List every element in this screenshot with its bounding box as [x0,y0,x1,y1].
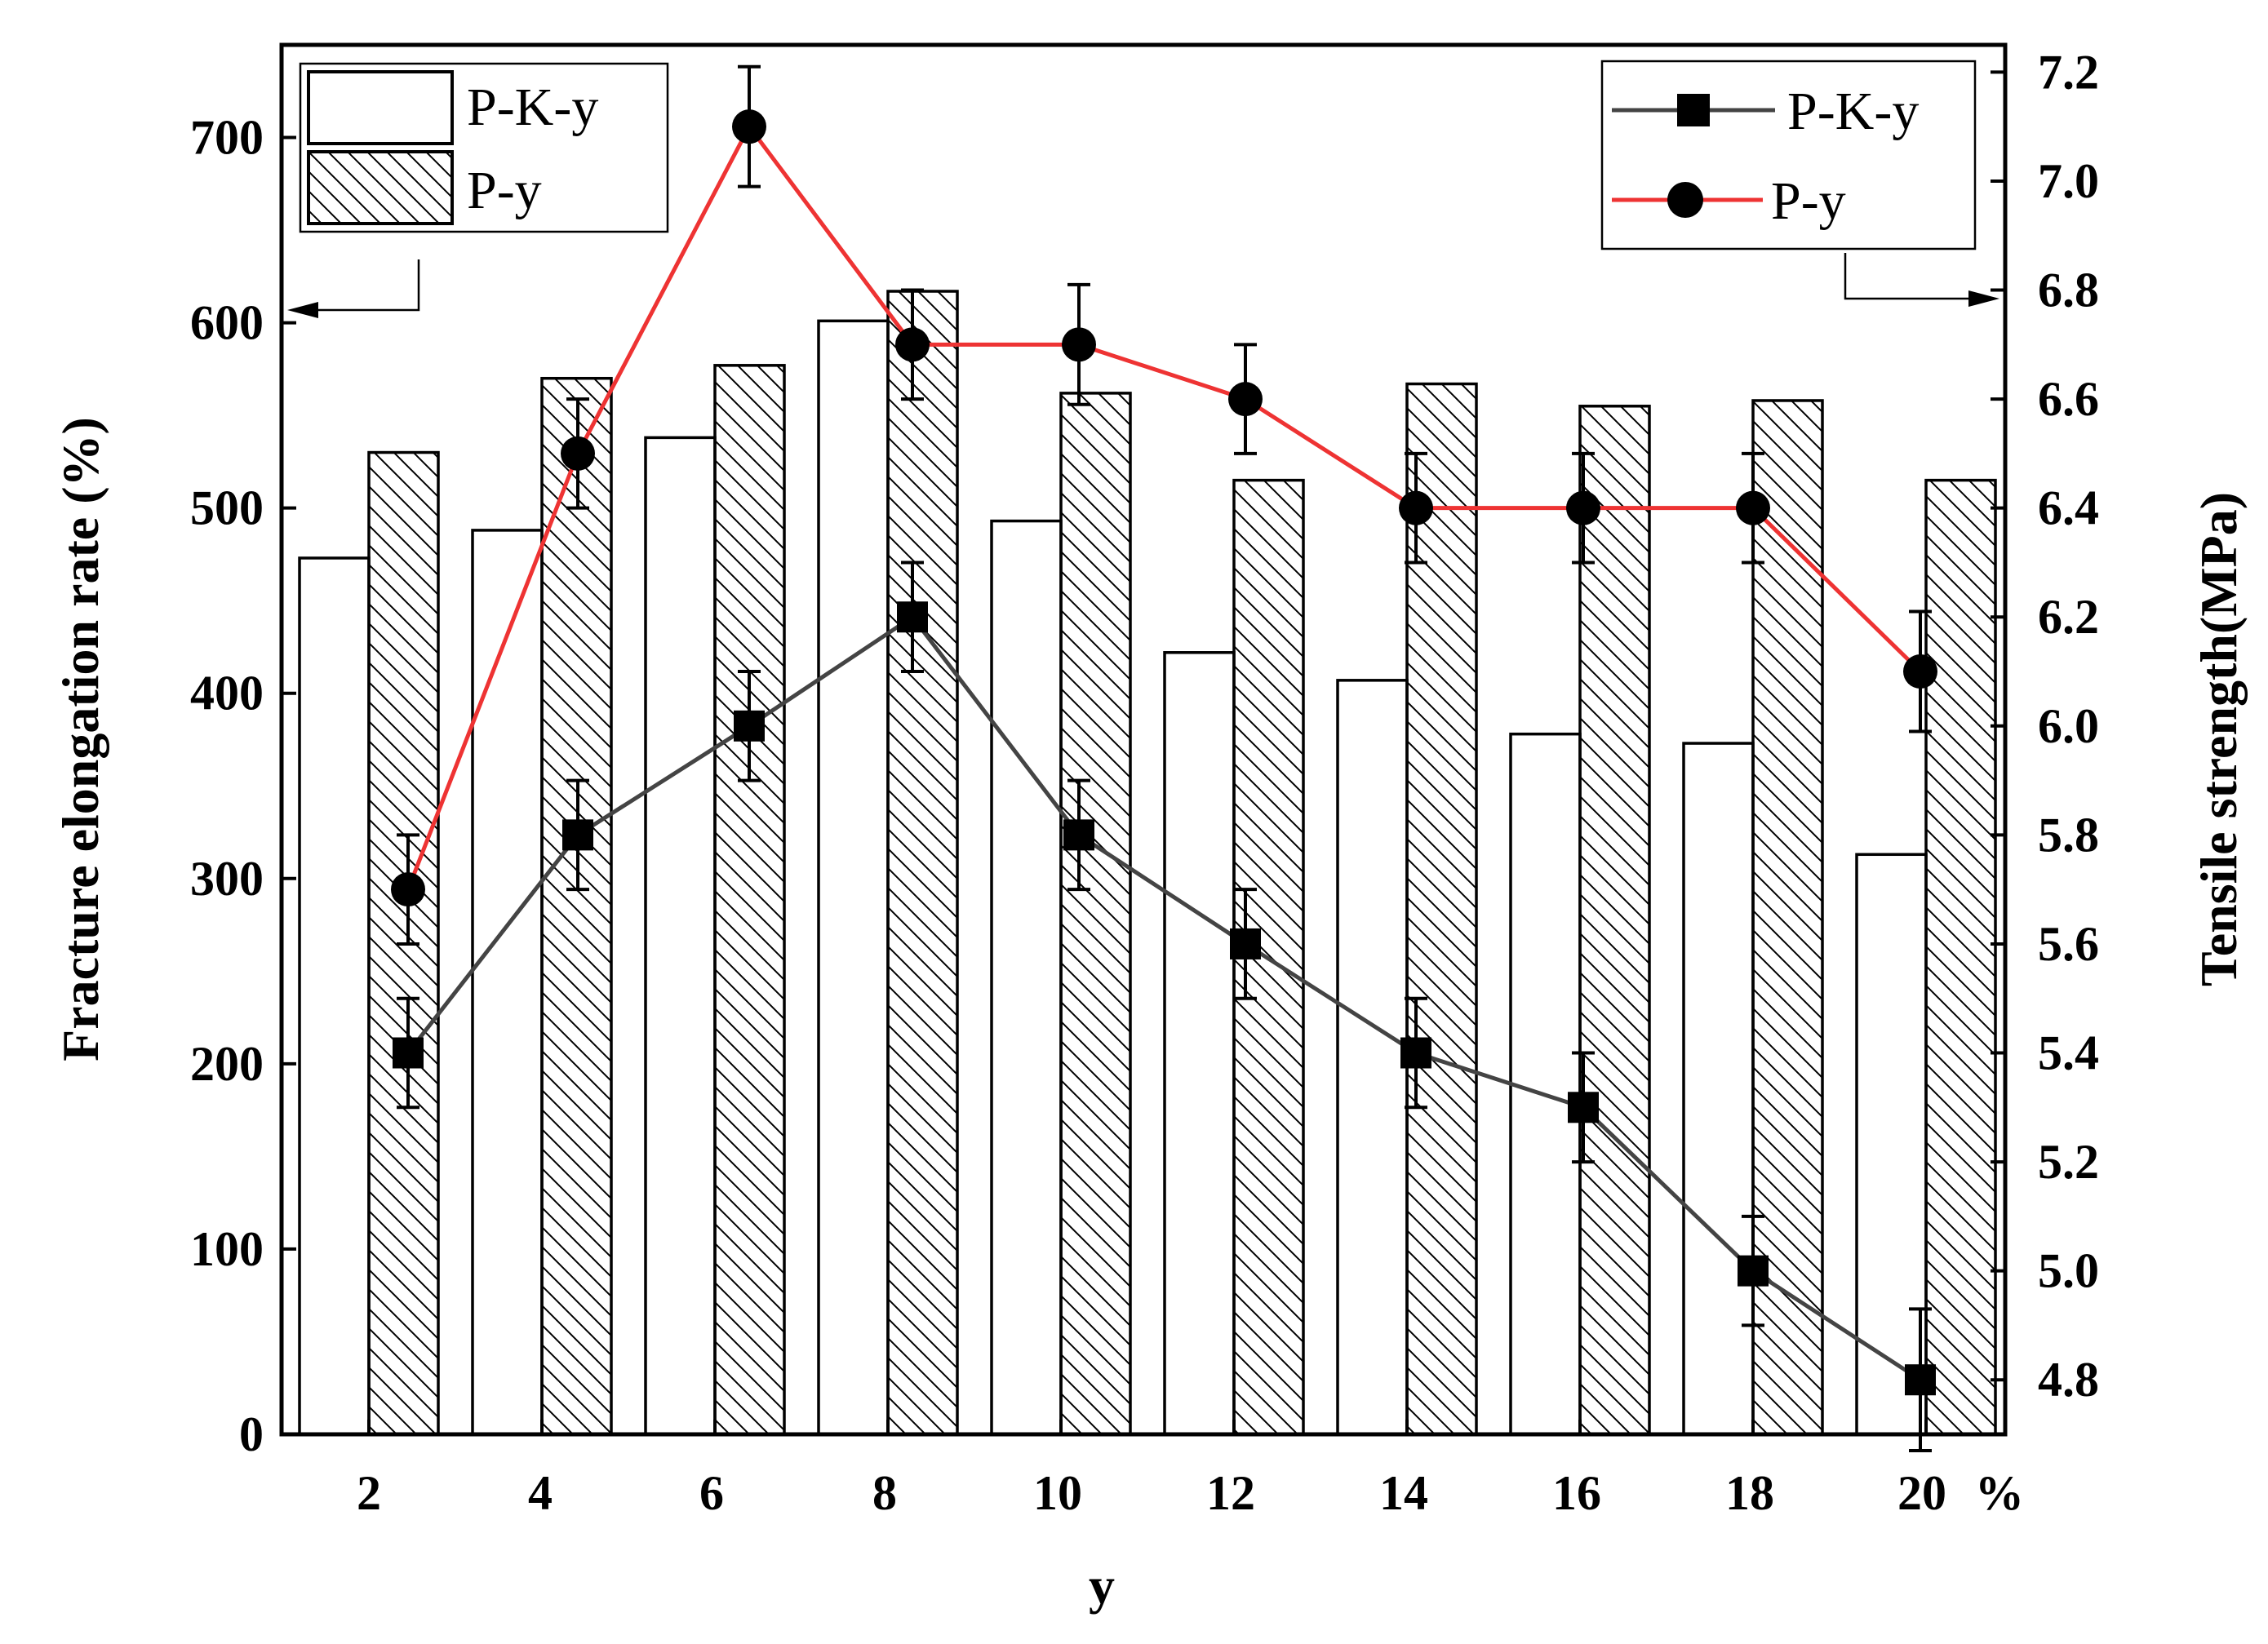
bar-py-6 [713,364,786,1436]
right-tick-label-5.8: 5.8 [2038,808,2099,862]
right-tick-label-5.2: 5.2 [2038,1135,2099,1189]
point-pky-20 [1905,1364,1936,1396]
bar-legend-swatch-open [307,70,454,145]
right-axis-arrow [1844,253,1999,307]
point-pky-10 [1063,819,1094,851]
bar-py-16 [1578,405,1651,1436]
line-pky [406,614,1922,1382]
left-tick-label-200: 200 [190,1037,264,1091]
point-py-18 [1736,490,1770,525]
right-tick-label-5.0: 5.0 [2038,1244,2099,1298]
left-tick-label-600: 600 [190,296,264,350]
right-tick-label-4.8: 4.8 [2038,1353,2099,1407]
bar-py-10 [1059,392,1132,1436]
point-pky-4 [562,819,593,851]
x-tick-label-2: 2 [357,1466,381,1520]
left-axis-title: Fracture elongation rate (%) [51,417,109,1061]
right-axis-ticks: 4.8 5.0 5.2 5.4 5.6 5.8 6.0 6.2 6.4 6.6 6.8 7.0 7.2 [1991,45,2099,1407]
left-tick-label-400: 400 [190,667,264,720]
left-axis-arrow [287,259,420,318]
point-py-8 [895,327,930,362]
point-pky-8 [897,601,928,633]
right-tick-label-6.0: 6.0 [2038,699,2099,753]
bar-pky-12 [1163,651,1236,1436]
point-py-16 [1566,490,1600,525]
point-py-6 [732,109,766,144]
bar-pky-18 [1682,742,1755,1436]
bar-legend: P-K-y P-y [299,62,669,233]
line-legend-label-1: P-y [1771,171,1846,231]
bars-layer [298,290,1997,1436]
point-py-14 [1399,490,1433,525]
line-legend-label-0: P-K-y [1787,82,1919,141]
bar-py-20 [1924,478,1997,1436]
bar-py-14 [1405,382,1478,1436]
point-py-2 [391,872,425,907]
right-tick-label-6.4: 6.4 [2038,481,2099,535]
point-pky-12 [1230,928,1261,959]
x-tick-label-4: 4 [528,1466,553,1520]
point-py-10 [1062,327,1096,362]
line-legend-frame [1600,60,1977,250]
x-axis-unit: % [1975,1466,2024,1520]
bar-legend-label-0: P-K-y [467,78,598,137]
bar-pky-2 [298,556,371,1436]
x-tick-label-20: 20 [1897,1466,1946,1520]
left-tick-label-300: 300 [190,852,264,906]
left-tick-label-0: 0 [239,1407,264,1461]
right-tick-label-7.2: 7.2 [2038,45,2099,99]
lines-layer [391,64,1937,1453]
point-pky-2 [393,1037,424,1069]
plot-frame [279,42,2008,1437]
bar-py-8 [886,290,959,1436]
right-tick-label-5.6: 5.6 [2038,917,2099,971]
point-py-12 [1228,382,1263,417]
bar-legend-label-1: P-y [467,161,542,220]
bar-py-4 [540,376,613,1436]
bar-pky-4 [471,529,544,1436]
circle-marker-icon [1667,182,1703,218]
bar-legend-swatch-hatched [307,150,454,225]
right-axis-title: Tensile strength(MPa) [2190,492,2248,986]
bar-pky-8 [817,319,890,1436]
point-pky-16 [1568,1092,1599,1123]
bar-pky-16 [1509,732,1582,1436]
right-tick-label-6.6: 6.6 [2038,372,2099,426]
point-pky-6 [734,710,765,742]
point-py-4 [561,436,595,471]
square-marker-icon [1677,94,1710,126]
left-axis-ticks: 0 100 200 300 400 500 600 700 [190,111,296,1461]
right-tick-label-6.8: 6.8 [2038,264,2099,317]
bar-pky-10 [990,519,1063,1436]
bar-pky-6 [644,436,717,1436]
right-tick-label-6.2: 6.2 [2038,590,2099,644]
x-axis-ticks: 2 4 6 8 10 12 14 16 18 20 [357,1420,1946,1520]
left-tick-label-500: 500 [190,481,264,535]
left-tick-label-700: 700 [190,111,264,165]
point-pky-18 [1738,1255,1769,1287]
line-legend: P-K-y P-y [1600,60,1977,250]
bar-pky-14 [1336,679,1409,1436]
x-tick-label-12: 12 [1206,1466,1255,1520]
x-tick-label-6: 6 [699,1466,724,1520]
x-tick-label-18: 18 [1725,1466,1774,1520]
right-tick-label-7.0: 7.0 [2038,154,2099,208]
x-axis-title: y [1089,1557,1115,1615]
right-tick-label-5.4: 5.4 [2038,1026,2099,1080]
point-pky-14 [1400,1037,1431,1069]
x-tick-label-14: 14 [1379,1466,1428,1520]
point-py-20 [1903,654,1937,689]
x-tick-label-8: 8 [872,1466,897,1520]
line-py [406,122,1922,891]
bar-pky-20 [1855,853,1928,1436]
x-tick-label-16: 16 [1552,1466,1601,1520]
x-tick-label-10: 10 [1033,1466,1082,1520]
left-tick-label-100: 100 [190,1222,264,1276]
